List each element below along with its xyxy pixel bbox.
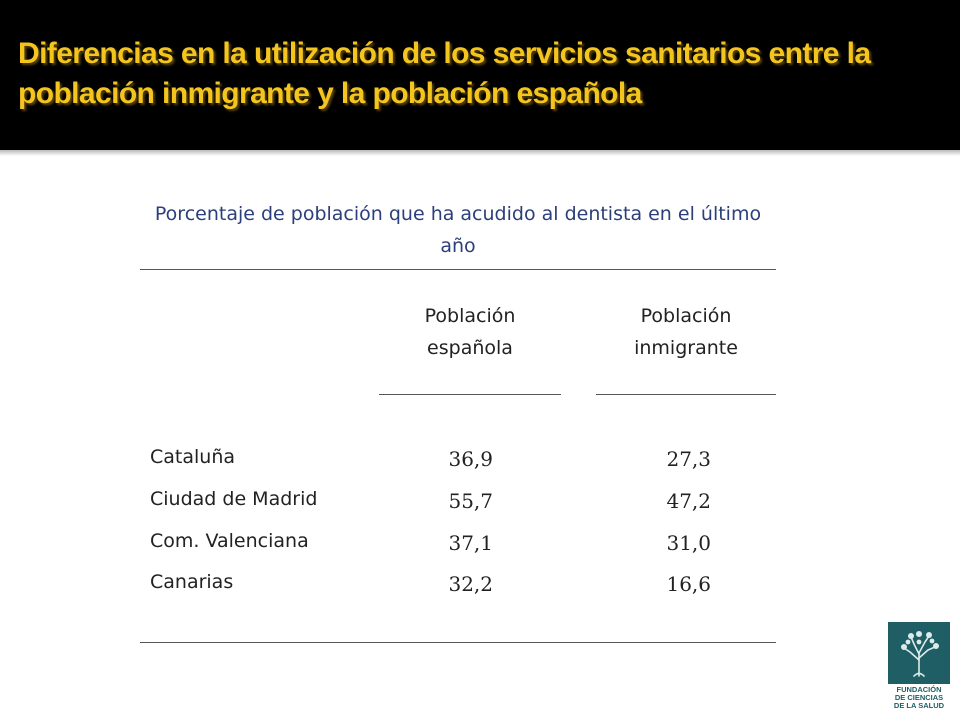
cell-espanola: 32,2	[448, 572, 493, 596]
slide-title: Diferencias en la utilización de los ser…	[18, 37, 871, 110]
cell-espanola: 55,7	[448, 489, 493, 513]
table-top-rule	[140, 269, 776, 270]
logo-text-line: DE LA SALUD	[893, 701, 945, 710]
logo-text: FUNDACIÓN DE CIENCIAS DE LA SALUD	[888, 686, 950, 710]
row-label: Ciudad de Madrid	[150, 488, 318, 510]
cell-inmigrante: 16,6	[666, 572, 711, 596]
cell-inmigrante: 27,3	[666, 447, 711, 471]
tree-icon	[901, 631, 939, 677]
column-header-underline	[379, 394, 561, 395]
column-header-inmigrante: Población inmigrante	[634, 305, 738, 359]
header-divider	[0, 150, 960, 156]
slide-header: Diferencias en la utilización de los ser…	[0, 0, 960, 150]
foundation-logo: FUNDACIÓN DE CIENCIAS DE LA SALUD	[888, 622, 950, 714]
cell-inmigrante: 47,2	[666, 489, 711, 513]
column-header-espanola: Población española	[424, 305, 516, 359]
cell-espanola: 36,9	[448, 447, 493, 471]
logo-emblem	[888, 622, 950, 684]
table-caption: Porcentaje de población que ha acudido a…	[154, 203, 762, 257]
row-label: Cataluña	[150, 446, 236, 468]
row-label: Canarias	[150, 571, 234, 593]
logo-text-line: DE CIENCIAS	[894, 693, 944, 702]
logo-text-line: FUNDACIÓN	[896, 685, 942, 694]
table-bottom-rule	[140, 642, 776, 643]
cell-inmigrante: 31,0	[666, 531, 711, 555]
column-header-underline	[596, 394, 776, 395]
cell-espanola: 37,1	[448, 531, 493, 555]
row-label: Com. Valenciana	[150, 530, 309, 552]
